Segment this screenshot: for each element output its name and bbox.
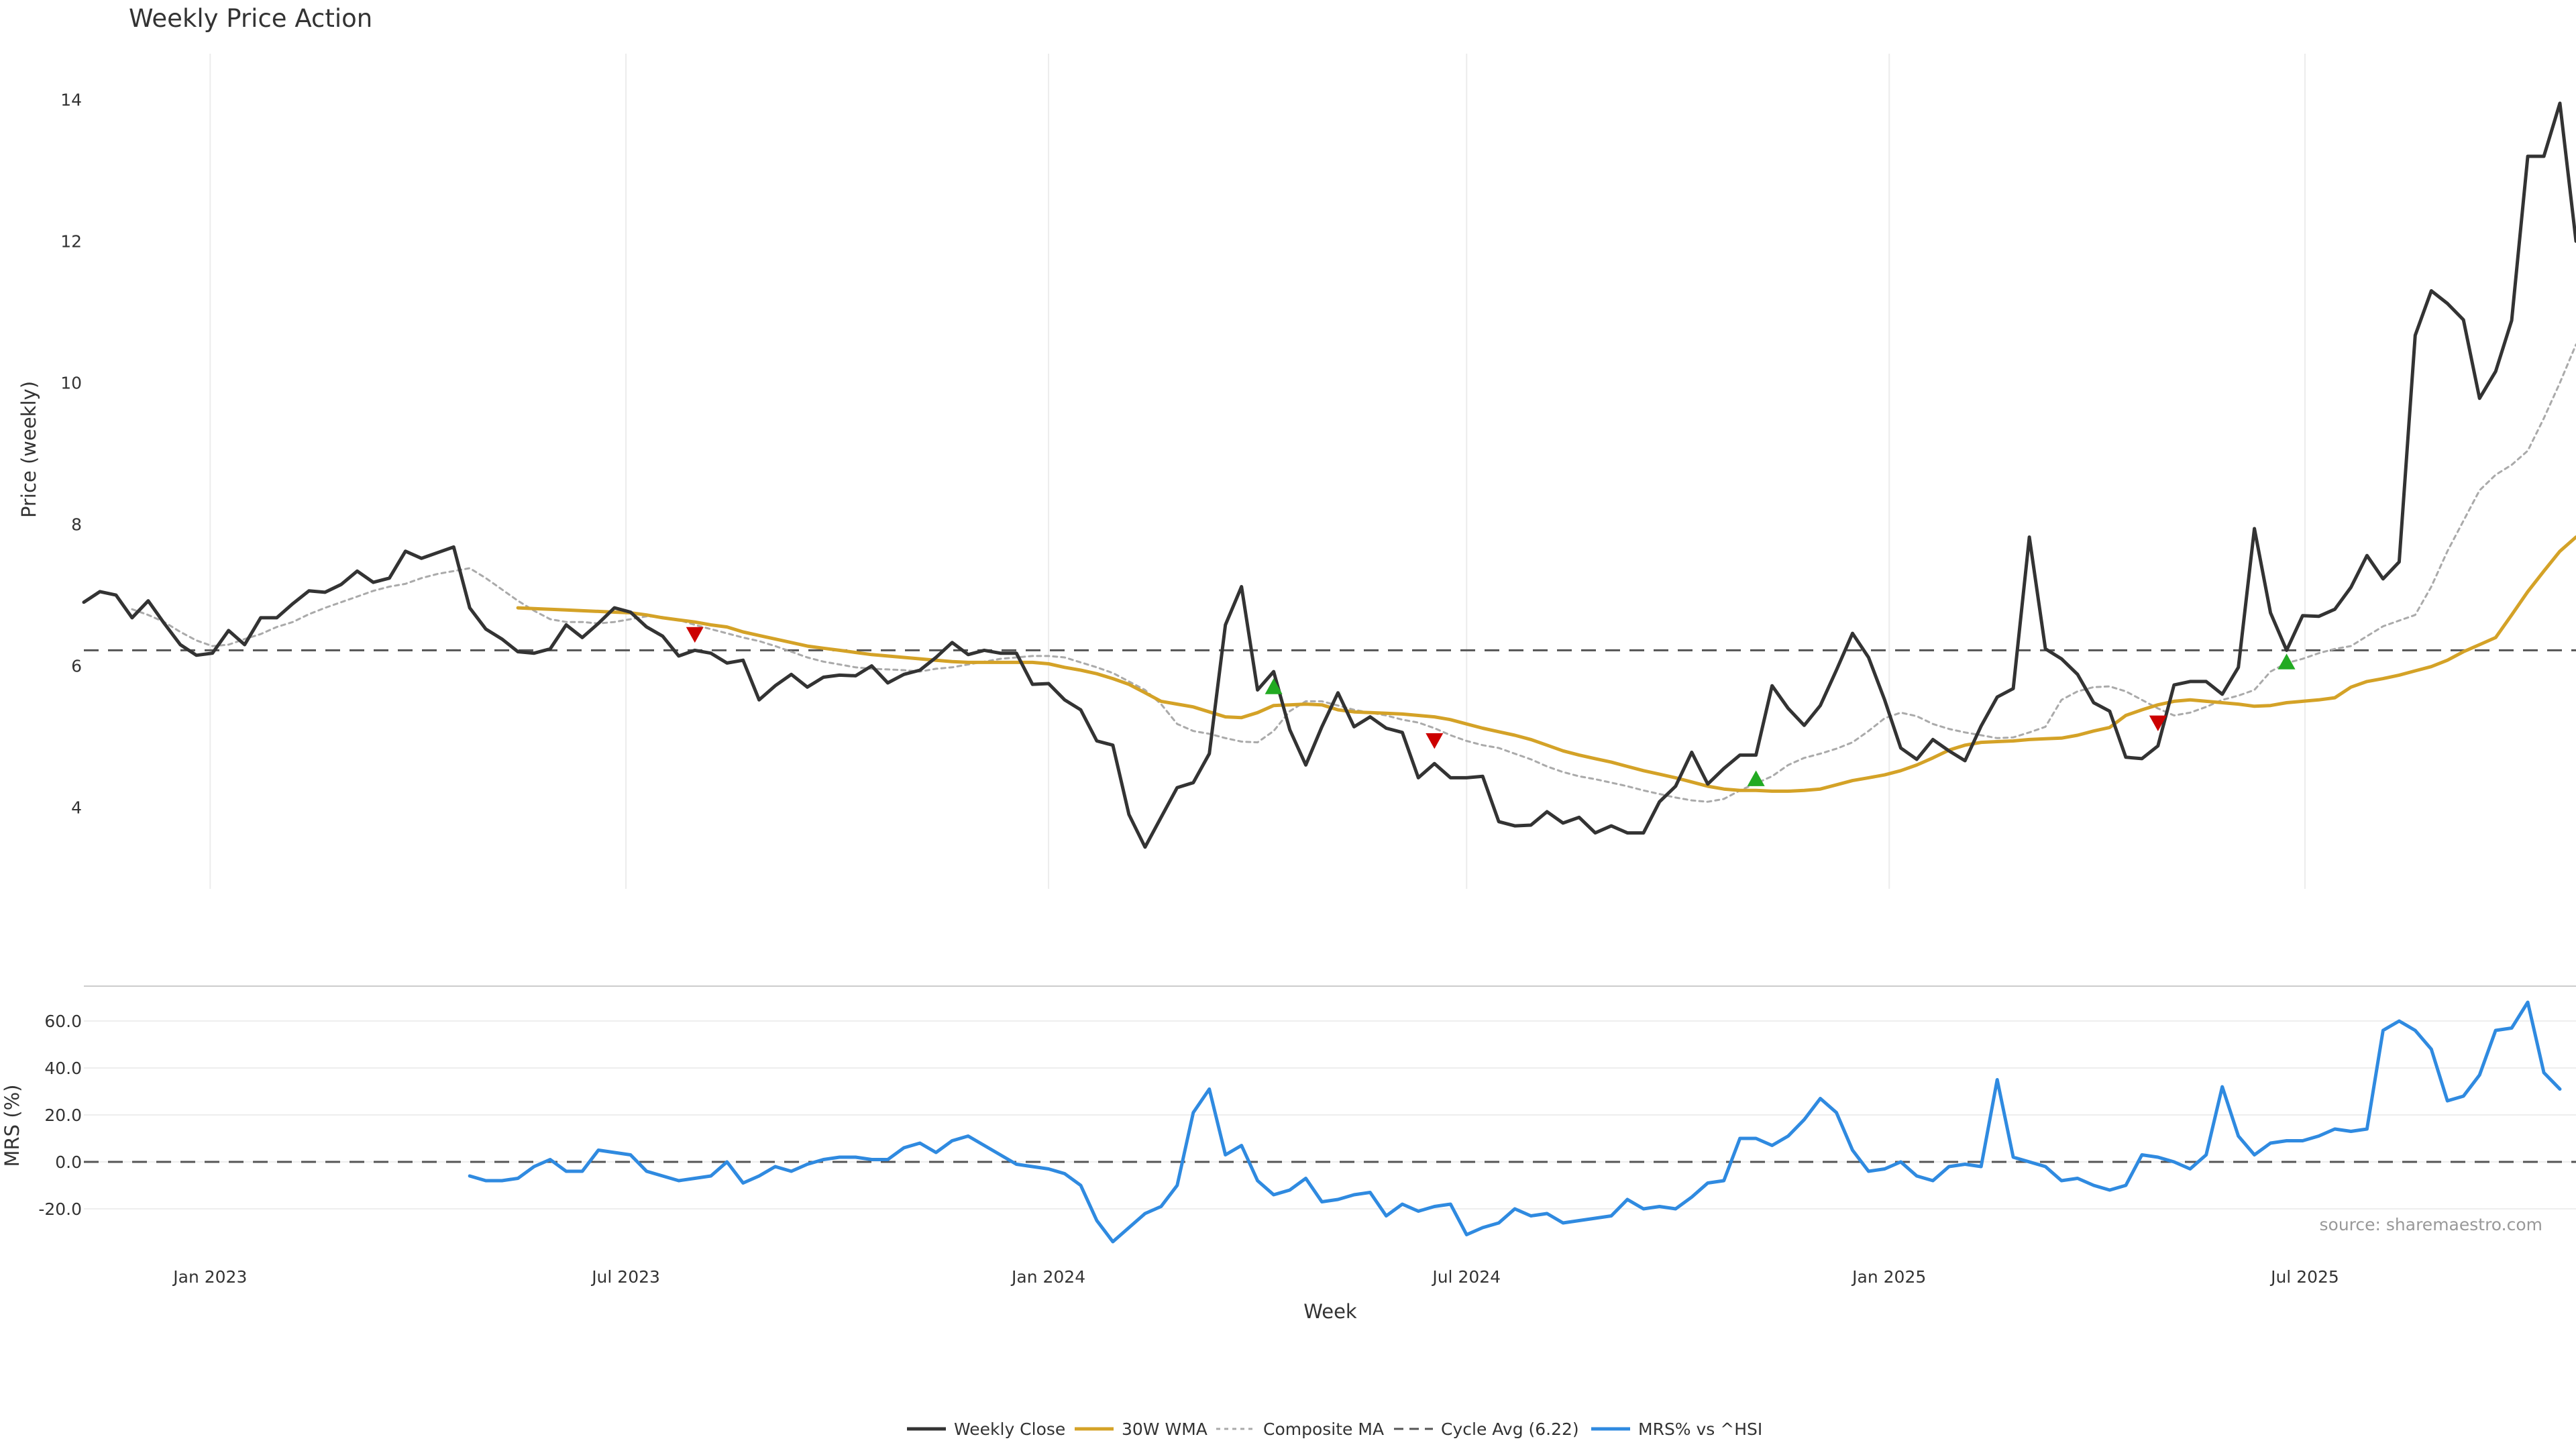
legend-label: Weekly Close [954,1419,1065,1439]
price-y-tick-label: 4 [71,798,82,818]
buy-signal-marker [1265,678,1283,694]
x-tick-label: Jan 2023 [172,1267,247,1287]
mrs-y-tick-label: 20.0 [44,1106,82,1125]
legend: Weekly Close 30W WMA Composite MA Cycle Avg… [907,1419,1762,1439]
composite-ma-line [131,343,2576,803]
sell-signal-marker [1426,733,1444,749]
legend-label: Cycle Avg (6.22) [1441,1419,1579,1439]
price-y-tick-label: 8 [71,515,82,535]
chart-title: Weekly Price Action [129,4,372,33]
sell-signal-marker [686,627,704,643]
price-y-tick-label: 10 [60,374,82,393]
x-axis-label: Week [1303,1300,1357,1323]
legend-label: Composite MA [1263,1419,1384,1439]
legend-label: MRS% vs ^HSI [1638,1419,1762,1439]
x-axis-ticks: Jan 2023 Jul 2023 Jan 2024 Jul 2024 Jan 2025… [172,1267,2339,1287]
mrs-y-tick-label: 40.0 [44,1059,82,1078]
x-tick-label: Jan 2024 [1010,1267,1085,1287]
price-y-tick-label: 12 [60,232,82,252]
mrs-y-axis-label: MRS (%) [1,1085,23,1167]
mrs-y-tick-label: -20.0 [38,1199,82,1219]
buy-signal-marker [1747,770,1765,786]
mrs-y-tick-label: 60.0 [44,1012,82,1031]
sell-signal-marker [2149,715,2167,732]
mrs-series [84,1000,2576,1244]
x-tick-label: Jul 2023 [590,1267,660,1287]
price-y-ticks: 4 6 8 10 12 14 [60,91,82,818]
mrs-y-tick-label: 0.0 [55,1152,82,1172]
x-tick-label: Jul 2024 [1431,1267,1501,1287]
signal-markers [686,627,2296,786]
mrs-y-ticks: -20.0 0.0 20.0 40.0 60.0 [38,1012,82,1219]
x-tick-label: Jan 2025 [1851,1267,1926,1287]
price-y-tick-label: 6 [71,657,82,676]
price-y-tick-label: 14 [60,91,82,110]
source-annotation: source: sharemaestro.com [2320,1215,2543,1234]
buy-signal-marker [2277,653,2296,669]
price-series [82,101,2576,849]
price-panel-grid [209,54,2306,889]
weekly-close-line [82,101,2576,849]
legend-label: 30W WMA [1122,1419,1208,1439]
x-tick-label: Jul 2025 [2269,1267,2339,1287]
mrs-panel-grid [84,1020,2576,1210]
mrs-line [468,1000,2562,1244]
wma-30w-line [516,535,2576,793]
price-y-axis-label: Price (weekly) [17,381,40,518]
